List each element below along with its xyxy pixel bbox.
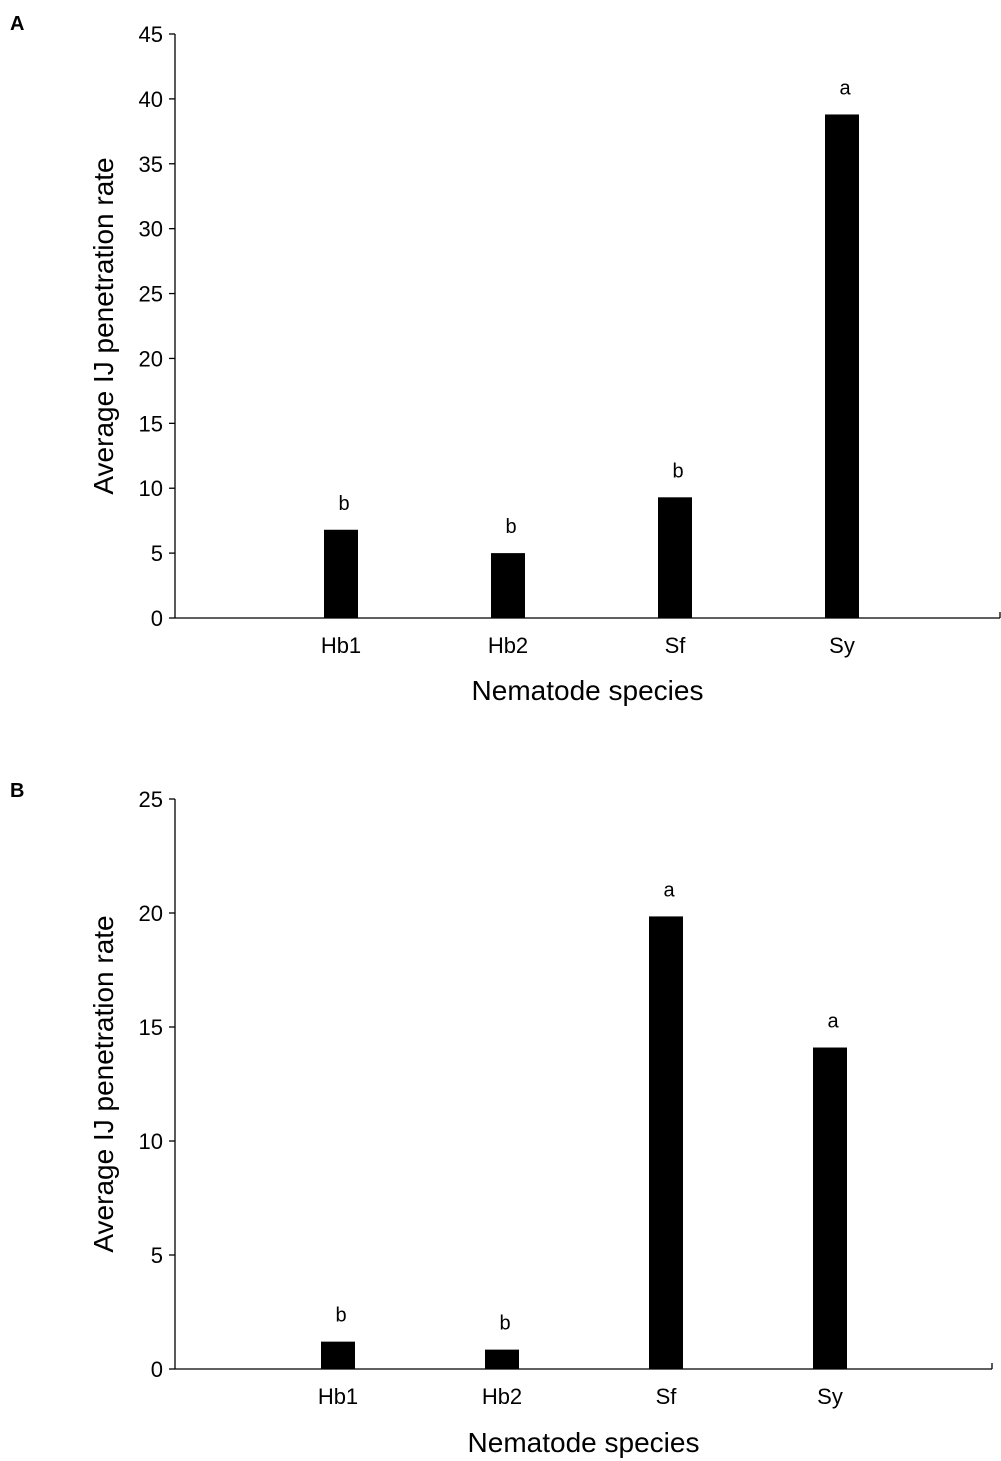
y-tick-label: 25 xyxy=(139,282,163,307)
x-axis-label: Nematode species xyxy=(468,1427,700,1458)
y-tick-label: 30 xyxy=(139,217,163,242)
x-tick-label: Sy xyxy=(829,633,855,658)
panel-a: A 0 5 10 15 20 25 30 35 40 45 Hb1 b Hb2 b Sf b Sy a Nematod… xyxy=(10,13,1001,706)
x-tick-label: Sy xyxy=(817,1384,843,1409)
bar-sy xyxy=(813,1047,847,1369)
x-tick-label: Sf xyxy=(665,633,687,658)
bar-sy xyxy=(825,114,859,618)
y-tick-label: 15 xyxy=(139,411,163,436)
significance-label: b xyxy=(505,516,516,538)
y-tick-label: 10 xyxy=(139,476,163,501)
significance-label: b xyxy=(672,460,683,482)
panel-b: B 0 5 10 15 20 25 Hb1 b Hb2 b Sf a Sy a Nematode specie… xyxy=(10,780,993,1458)
y-tick-label: 20 xyxy=(139,901,163,926)
y-tick-label: 5 xyxy=(151,1243,163,1268)
significance-label: a xyxy=(839,77,851,99)
y-tick-label: 35 xyxy=(139,152,163,177)
y-tick-label: 10 xyxy=(139,1129,163,1154)
y-tick-label: 5 xyxy=(151,541,163,566)
bar-sf xyxy=(649,916,683,1369)
bar-hb2 xyxy=(491,553,525,618)
x-axis-label: Nematode species xyxy=(472,675,704,706)
panel-letter: A xyxy=(10,13,24,35)
significance-label: b xyxy=(335,1305,346,1327)
significance-label: a xyxy=(663,879,675,901)
x-tick-label: Sf xyxy=(656,1384,678,1409)
y-tick-label: 0 xyxy=(151,606,163,631)
bar-hb2 xyxy=(485,1349,519,1369)
x-tick-label: Hb1 xyxy=(321,633,361,658)
y-tick-label: 45 xyxy=(139,22,163,47)
bar-sf xyxy=(658,497,692,618)
y-tick-label: 25 xyxy=(139,787,163,812)
y-axis-label: Average IJ penetration rate xyxy=(88,157,119,494)
bar-hb1 xyxy=(321,1341,355,1369)
y-tick-label: 0 xyxy=(151,1357,163,1382)
y-tick-label: 20 xyxy=(139,346,163,371)
bar-hb1 xyxy=(324,529,358,618)
x-tick-label: Hb2 xyxy=(488,633,528,658)
significance-label: b xyxy=(338,493,349,515)
significance-label: a xyxy=(827,1011,839,1033)
y-axis-label: Average IJ penetration rate xyxy=(88,915,119,1252)
x-tick-label: Hb1 xyxy=(318,1384,358,1409)
y-tick-label: 15 xyxy=(139,1015,163,1040)
y-tick-label: 40 xyxy=(139,87,163,112)
significance-label: b xyxy=(499,1313,510,1335)
x-tick-label: Hb2 xyxy=(482,1384,522,1409)
panel-letter: B xyxy=(10,780,24,802)
